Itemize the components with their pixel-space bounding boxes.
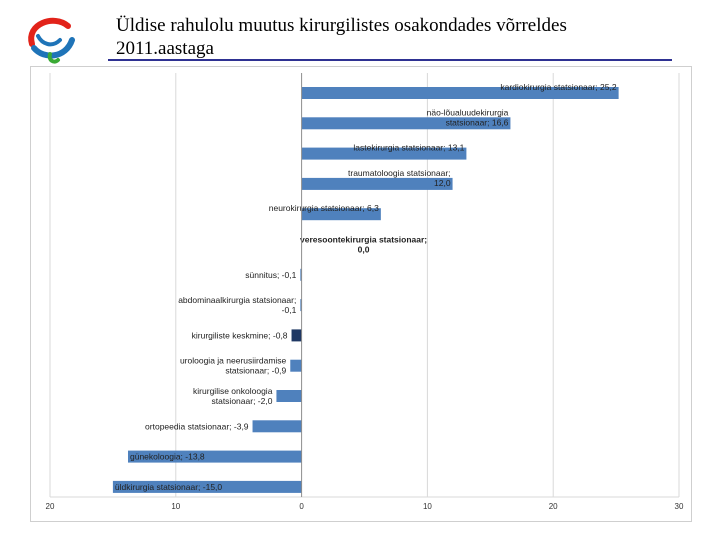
bar-2 xyxy=(301,147,467,160)
bar-0 xyxy=(301,87,619,99)
bar-10 xyxy=(276,390,302,402)
bar-label-9: uroloogia ja neerusiirdamise statsionaar;… xyxy=(180,356,287,376)
bar-label-line: lastekirurgia statsionaar; 13,1 xyxy=(353,143,464,153)
bar-label-line: statsionaar; -0,9 xyxy=(225,366,286,376)
bar-9 xyxy=(290,359,302,372)
title-underline xyxy=(108,59,672,61)
bar-label-4: neurokirurgia statsionaar; 6,3 xyxy=(269,203,379,213)
tick-label-2: 0 xyxy=(299,502,304,511)
bar-label-7: abdominaalkirurgia statsionaar; -0,1 xyxy=(178,295,296,315)
bar-11 xyxy=(252,420,302,433)
bar-7 xyxy=(300,299,302,312)
bar-8 xyxy=(291,329,302,342)
bar-label-line: abdominaalkirurgia statsionaar; xyxy=(178,295,296,305)
bar-label-line: ortopeedia statsionaar; -3,9 xyxy=(145,421,249,431)
tick-label-5: 30 xyxy=(675,502,684,511)
bar-label-13: üldkirurgia statsionaar; -15,0 xyxy=(115,482,223,492)
bar-label-line: uroloogia ja neerusiirdamise xyxy=(180,356,287,366)
tick-label-3: 10 xyxy=(423,502,432,511)
bar-label-line: 12,0 xyxy=(434,178,451,188)
chart-area: 20 10 0 10 20 30 kardiokirurgia statsionaar; 2… xyxy=(30,66,692,522)
bar-3 xyxy=(301,177,453,190)
bar-label-line: statsionaar; -2,0 xyxy=(211,396,272,406)
bar-label-10: kirurgilise onkoloogia statsionaar; -2,0 xyxy=(193,386,273,406)
bar-chart: 20 10 0 10 20 30 kardiokirurgia statsionaar; 2… xyxy=(46,73,684,511)
tick-label-1: 10 xyxy=(171,502,180,511)
bar-label-5: veresoontekirurgia statsionaar; 0,0 xyxy=(300,235,427,255)
title-line-1: Üldise rahulolu muutus kirurgilistes osa… xyxy=(116,15,567,36)
bar-label-line: kardiokirurgia statsionaar; 25,2 xyxy=(500,82,617,92)
bar-label-line: veresoontekirurgia statsionaar; xyxy=(300,235,427,245)
bar-label-line: neurokirurgia statsionaar; 6,3 xyxy=(269,203,379,213)
tick-label-4: 20 xyxy=(549,502,558,511)
bar-label-line: sünnitus; -0,1 xyxy=(245,270,296,280)
bar-label-line: statsionaar; 16,6 xyxy=(446,117,509,127)
bar-label-line: üldkirurgia statsionaar; -15,0 xyxy=(115,482,223,492)
bar-label-line: -0,1 xyxy=(282,305,297,315)
bar-label-line: näo-lõualuudekirurgia xyxy=(427,107,509,117)
bar-label-line: 0,0 xyxy=(358,245,370,255)
bar-label-line: traumatoloogia statsionaar; xyxy=(348,168,451,178)
bar-label-0: kardiokirurgia statsionaar; 25,2 xyxy=(500,82,617,92)
bar-label-line: kirurgiliste keskmine; -0,8 xyxy=(192,330,288,340)
bar-6 xyxy=(300,268,302,281)
bar-label-12: günekoloogia; -13,8 xyxy=(130,452,205,462)
page-title: Üldise rahulolu muutus kirurgilistes osa… xyxy=(116,14,696,60)
bar-12 xyxy=(127,450,302,463)
bar-label-line: günekoloogia; -13,8 xyxy=(130,452,205,462)
bar-label-6: sünnitus; -0,1 xyxy=(245,270,296,280)
bar-4 xyxy=(301,208,381,221)
bar-label-line: kirurgilise onkoloogia xyxy=(193,386,273,396)
title-line-2: 2011.aastaga xyxy=(116,38,214,59)
bar-13 xyxy=(112,480,302,493)
bar-label-2: lastekirurgia statsionaar; 13,1 xyxy=(353,143,464,153)
bar-1 xyxy=(301,117,511,130)
bar-label-3: traumatoloogia statsionaar; 12,0 xyxy=(348,168,451,188)
bar-label-11: ortopeedia statsionaar; -3,9 xyxy=(145,421,249,431)
tick-label-0: 20 xyxy=(46,502,55,511)
hospital-logo-icon xyxy=(28,17,75,64)
bar-label-8: kirurgiliste keskmine; -0,8 xyxy=(192,330,288,340)
bar-label-1: näo-lõualuudekirurgia statsionaar; 16,6 xyxy=(427,107,509,127)
